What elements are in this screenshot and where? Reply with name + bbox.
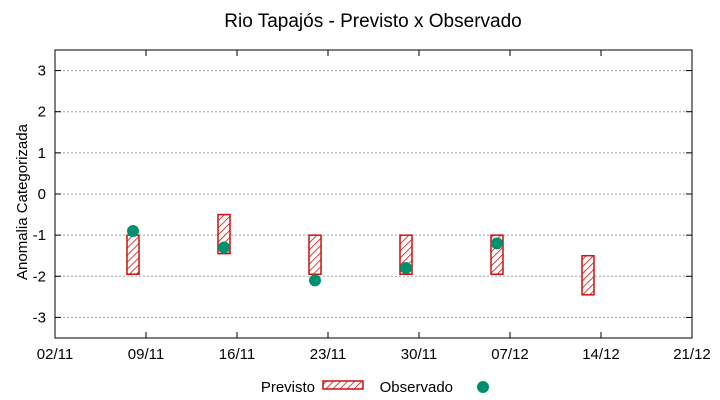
plot-frame [54, 49, 693, 339]
x-tick-label: 14/12 [582, 346, 620, 363]
observed-point [218, 241, 230, 254]
forecast-bar [308, 234, 322, 275]
y-tick-label: 0 [38, 186, 46, 203]
y-tick-label: -3 [33, 309, 46, 326]
y-tick-label: 1 [38, 145, 46, 162]
y-tick-label: -2 [33, 268, 46, 285]
x-tick-label: 02/11 [37, 346, 73, 363]
y-tick-label: 3 [38, 63, 46, 80]
legend-label-observado: Observado [380, 379, 453, 396]
observed-point [127, 225, 139, 238]
observed-point [309, 274, 321, 287]
x-tick-label: 21/12 [673, 346, 711, 363]
y-tick-label: -1 [33, 227, 46, 244]
y-tick-label: 2 [38, 104, 46, 121]
y-tick-labels: -3 -2 -1 0 1 2 3 [33, 63, 46, 327]
legend-label-previsto: Previsto [261, 379, 315, 396]
legend-swatch-previsto [322, 380, 364, 390]
grid-lines [55, 70, 692, 318]
x-tick-label: 07/12 [491, 346, 529, 363]
x-tick-label: 09/11 [128, 346, 164, 363]
observed-point [400, 262, 412, 275]
x-tick-label: 30/11 [401, 346, 437, 363]
x-tick-label: 23/11 [310, 346, 346, 363]
x-tick-labels: 02/11 09/11 16/11 23/11 30/11 07/12 14/12 21/12 [37, 346, 711, 363]
legend-swatch-observado [477, 381, 489, 393]
legend: Previsto Observado [261, 379, 489, 396]
forecast-bar [126, 234, 140, 275]
observed-series [127, 225, 503, 287]
y-axis-label: Anomalia Categorizada [14, 123, 31, 280]
x-tick-label: 16/11 [219, 346, 255, 363]
chart-title: Rio Tapajós - Previsto x Observado [224, 11, 521, 32]
forecast-bar [581, 254, 595, 296]
forecast-series [126, 213, 595, 296]
observed-point [491, 237, 503, 250]
